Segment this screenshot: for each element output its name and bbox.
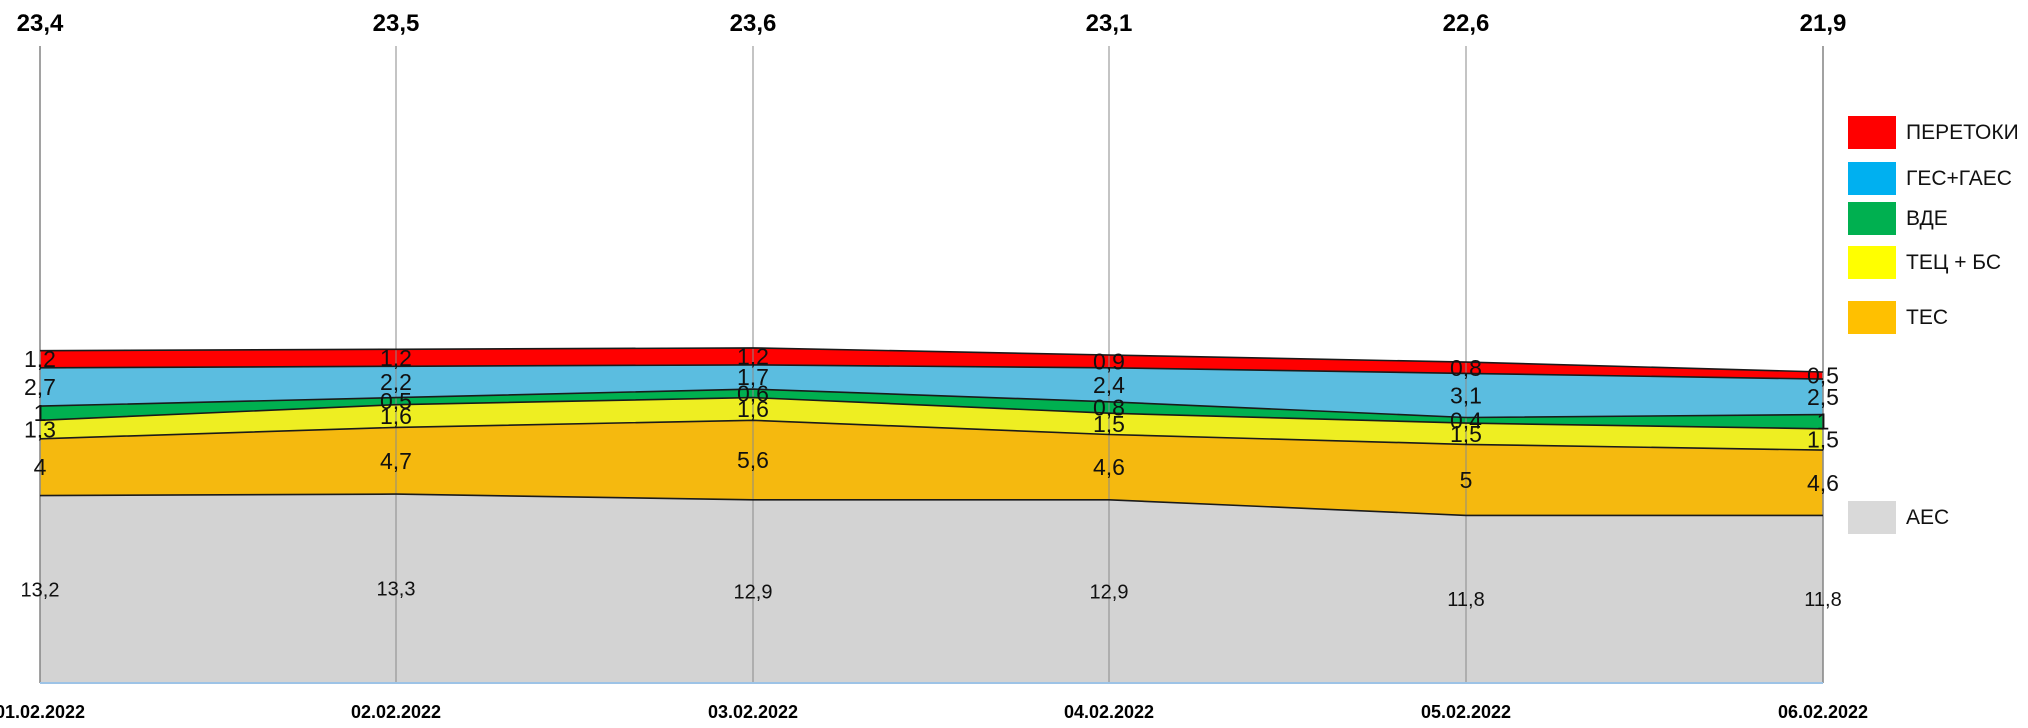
legend-label: ВДЕ [1906, 207, 1948, 230]
legend-label: ТЕЦ + БС [1906, 251, 2001, 274]
value-label-tes: 4,6 [1807, 470, 1839, 496]
legend-item: ТЕС [1848, 301, 1948, 334]
value-label-vde: 0,4 [1450, 407, 1482, 433]
legend-item: АЕС [1848, 501, 1949, 534]
value-label-tes: 4,6 [1093, 454, 1125, 480]
legend-label: АЕС [1906, 506, 1949, 529]
date-label: 05.02.2022 [1421, 702, 1511, 722]
value-label-vde: 1 [1817, 409, 1830, 435]
value-label-vde: 0,8 [1093, 395, 1125, 421]
legend-item: ВДЕ [1848, 202, 1948, 235]
date-label: 06.02.2022 [1778, 702, 1868, 722]
value-label-aes: 13,2 [21, 579, 60, 601]
value-label-vde: 1 [34, 400, 47, 426]
value-label-tes: 5 [1460, 467, 1473, 493]
date-label: 02.02.2022 [351, 702, 441, 722]
legend-swatch [1848, 162, 1896, 195]
legend-item: ГЕС+ГАЕС [1848, 162, 2012, 195]
legend-item: ПЕРЕТОКИ [1848, 116, 2019, 149]
value-label-aes: 12,9 [1090, 581, 1129, 603]
value-label-peretoky: 1,2 [737, 343, 769, 369]
value-label-peretoky: 1,2 [380, 345, 412, 371]
x-axis-date-labels: 01.02.2022 02.02.2022 03.02.2022 04.02.2022… [0, 702, 1868, 722]
total-label: 21,9 [1800, 10, 1847, 37]
date-label: 03.02.2022 [708, 702, 798, 722]
value-label-aes: 11,8 [1804, 589, 1841, 611]
date-label: 04.02.2022 [1064, 702, 1154, 722]
legend-swatch [1848, 202, 1896, 235]
legend: ПЕРЕТОКИ ГЕС+ГАЕС ВДЕ ТЕЦ + БС ТЕС АЕС [1848, 116, 2019, 534]
legend-swatch [1848, 246, 1896, 279]
value-label-ges: 2,2 [380, 369, 412, 395]
value-label-aes: 11,8 [1447, 589, 1484, 611]
date-label: 01.02.2022 [0, 702, 85, 722]
value-label-peretoky: 0,9 [1093, 348, 1125, 374]
total-label: 23,4 [17, 10, 64, 37]
legend-swatch [1848, 301, 1896, 334]
total-label: 23,5 [373, 10, 420, 37]
value-label-peretoky: 1,2 [24, 346, 56, 372]
total-labels: 23,4 23,5 23,6 23,1 22,6 21,9 [17, 10, 1847, 37]
area-aes [40, 494, 1823, 683]
value-label-tes: 5,6 [737, 447, 769, 473]
legend-swatch [1848, 116, 1896, 149]
total-label: 23,6 [730, 10, 777, 37]
legend-item: ТЕЦ + БС [1848, 246, 2001, 279]
value-label-ges: 2,7 [24, 374, 56, 400]
value-label-peretoky: 0,5 [1807, 363, 1839, 389]
legend-swatch [1848, 501, 1896, 534]
legend-label: ГЕС+ГАЕС [1906, 167, 2012, 190]
total-label: 22,6 [1443, 10, 1490, 37]
value-label-tes: 4 [34, 454, 47, 480]
total-label: 23,1 [1086, 10, 1133, 37]
value-label-tes: 4,7 [380, 448, 412, 474]
legend-label: ПЕРЕТОКИ [1906, 121, 2019, 144]
value-label-aes: 12,9 [734, 581, 773, 603]
value-label-peretoky: 0,8 [1450, 355, 1482, 381]
value-label-ges: 2,4 [1093, 372, 1125, 398]
value-label-aes: 13,3 [377, 579, 416, 601]
value-label-ges: 3,1 [1450, 382, 1482, 408]
legend-label: ТЕС [1906, 306, 1948, 329]
